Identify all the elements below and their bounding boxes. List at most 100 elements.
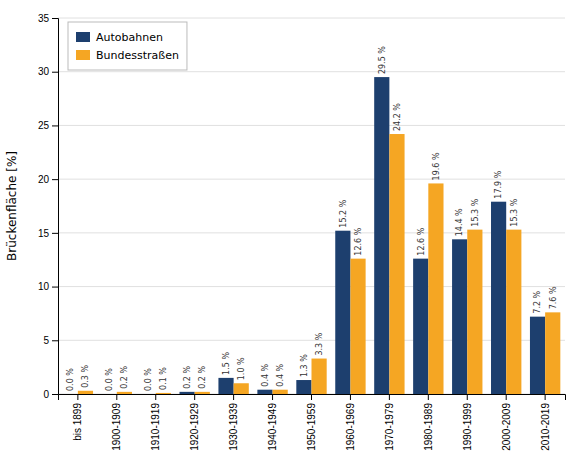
bar: [296, 380, 311, 394]
bars: [78, 77, 560, 394]
grid-line: [58, 286, 565, 287]
chart: 0.0 %0.0 %0.0 %0.2 %1.5 %0.4 %1.3 %15.2 …: [0, 0, 580, 472]
y-tick: 35: [38, 13, 58, 24]
y-tick-mark: [52, 287, 58, 288]
data-label: 3.3 %: [315, 332, 324, 355]
legend-swatch: [76, 32, 90, 42]
bar: [156, 393, 171, 394]
plot: 0.0 %0.0 %0.0 %0.2 %1.5 %0.4 %1.3 %15.2 …: [38, 13, 566, 451]
x-tick-mark: [233, 394, 234, 400]
x-tick-label: 1930-1939: [228, 403, 239, 451]
y-tick-label: 0: [43, 389, 49, 400]
x-tick-label: 1980-1989: [423, 403, 434, 451]
legend-frame: [68, 22, 187, 70]
y-tick-label: 25: [38, 120, 50, 131]
data-label: 0.1 %: [159, 367, 168, 390]
bar: [312, 359, 327, 394]
bar: [234, 383, 249, 394]
bar: [467, 230, 482, 394]
bar: [428, 183, 443, 394]
data-label: 0.3 %: [81, 365, 90, 388]
x-tick: 1940-1949: [267, 394, 278, 451]
y-tick-mark: [52, 18, 58, 19]
data-label: 29.5 %: [378, 46, 387, 74]
data-label: 7.6 %: [549, 286, 558, 309]
y-tick: 10: [38, 281, 58, 292]
bar: [374, 77, 389, 394]
data-label: 1.3 %: [300, 354, 309, 377]
y-tick: 30: [38, 66, 58, 77]
bar: [273, 390, 288, 394]
x-tick-mark: [155, 394, 156, 400]
bar: [335, 231, 350, 394]
bar: [102, 394, 117, 395]
data-labels: 0.0 %0.0 %0.0 %0.2 %1.5 %0.4 %1.3 %15.2 …: [66, 46, 557, 391]
x-tick-mark: [467, 394, 468, 400]
x-axis-line: [59, 395, 566, 401]
x-tick-mark: [545, 394, 546, 400]
x-tick-label: 2000-2009: [501, 403, 512, 451]
data-label: 12.6 %: [417, 227, 426, 255]
bar: [63, 394, 78, 395]
legend: Autobahnen Bundesstraßen: [68, 22, 187, 70]
bar: [350, 259, 365, 394]
legend-label: Autobahnen: [96, 31, 163, 44]
data-label: 15.2 %: [339, 199, 348, 227]
x-tick-label: 1920-1929: [189, 403, 200, 451]
data-label: 0.0 %: [144, 368, 153, 391]
bar: [257, 390, 272, 394]
x-tick-mark: [272, 394, 273, 400]
bar: [141, 394, 156, 395]
y-tick: 15: [38, 228, 58, 239]
x-tick-label: 1990-1999: [462, 403, 473, 451]
y-axis-line: [52, 19, 59, 395]
x-tick: 1900-1909: [111, 394, 122, 451]
x-tick: 1980-1989: [423, 394, 434, 451]
data-label: 24.2 %: [393, 103, 402, 131]
x-axis: bis 1899 1900-1909 1910-1919 1920-1929 1930-…: [59, 394, 566, 451]
data-label: 1.0 %: [237, 357, 246, 380]
y-tick-label: 15: [38, 228, 50, 239]
x-tick-mark: [389, 394, 390, 400]
data-label: 14.4 %: [455, 208, 464, 236]
x-tick: 1970-1979: [384, 394, 395, 451]
y-tick-mark: [52, 233, 58, 234]
bar: [413, 259, 428, 394]
data-label: 0.2 %: [183, 366, 192, 389]
data-label: 0.4 %: [261, 363, 270, 386]
data-label: 17.9 %: [494, 170, 503, 198]
y-axis-title: Brückenfläche [%]: [5, 151, 19, 261]
x-tick-mark: [194, 394, 195, 400]
legend-label: Bundesstraßen: [96, 49, 179, 62]
y-tick: 0: [43, 389, 58, 400]
grid: [58, 18, 565, 394]
bar: [545, 312, 560, 394]
x-tick-label: 2010-2019: [540, 403, 551, 451]
bar-series: [78, 134, 560, 394]
data-label: 7.2 %: [533, 290, 542, 313]
x-tick-label: 1900-1909: [111, 403, 122, 451]
bar: [218, 378, 233, 394]
data-label: 0.4 %: [276, 363, 285, 386]
data-label: 15.3 %: [510, 198, 519, 226]
data-label: 0.2 %: [198, 366, 207, 389]
data-label: 12.6 %: [354, 227, 363, 255]
bar: [78, 391, 93, 394]
bar: [530, 317, 545, 394]
x-tick-mark: [116, 394, 117, 400]
y-tick-label: 10: [38, 281, 50, 292]
legend-item: Autobahnen: [76, 31, 163, 44]
x-tick-label: bis 1899: [72, 403, 83, 441]
x-tick-label: 1950-1959: [306, 403, 317, 451]
legend-item: Bundesstraßen: [76, 49, 179, 62]
legend-swatch: [76, 50, 90, 60]
bar: [195, 392, 210, 394]
data-label: 0.2 %: [120, 366, 129, 389]
x-tick: 1910-1919: [150, 394, 161, 451]
bar: [452, 239, 467, 394]
y-tick: 20: [38, 174, 58, 185]
y-tick-mark: [52, 125, 58, 126]
x-tick-mark: [428, 394, 429, 400]
x-tick-mark: [506, 394, 507, 400]
grid-line: [58, 232, 565, 233]
